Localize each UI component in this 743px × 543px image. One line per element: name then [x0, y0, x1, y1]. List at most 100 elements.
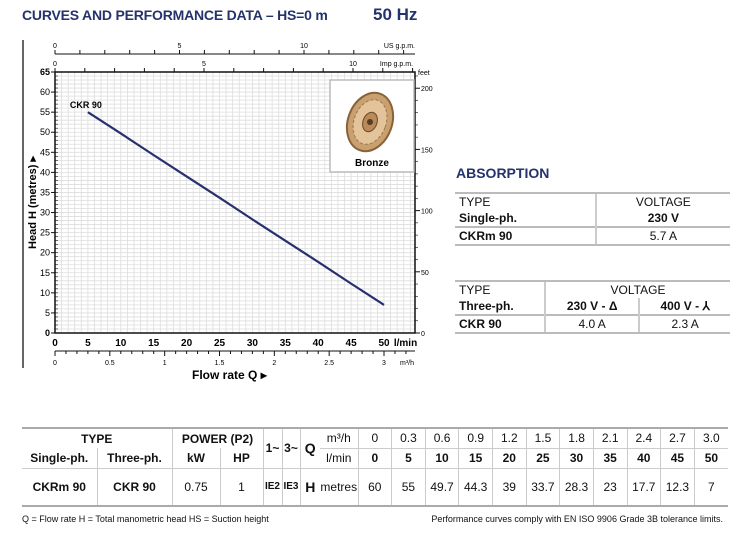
head-value: 60: [357, 467, 392, 507]
m3h-unit: m³/h: [320, 427, 358, 449]
lmin-value: 0: [357, 448, 392, 468]
m3h-value: 1.5: [525, 427, 560, 449]
voltage-delta: 230 V - Δ: [543, 298, 640, 315]
kw-value: 0.75: [171, 467, 220, 507]
m3h-value: 1.8: [559, 427, 594, 449]
x-tick-label: 5: [85, 338, 91, 349]
y-tick-label: 0: [45, 328, 50, 338]
feet-unit-label: feet: [418, 70, 430, 77]
y-tick-label: 25: [40, 228, 50, 238]
model-name: CKR 90: [455, 314, 545, 334]
m3h-value: 0: [357, 427, 392, 449]
y-tick-label: 45: [40, 147, 50, 157]
feet-tick-label: 200: [421, 86, 433, 93]
bronze-impeller-inset: Bronze: [329, 79, 415, 173]
m3h-value: 2.4: [626, 427, 661, 449]
lmin-value: 40: [626, 448, 661, 468]
voltage-label: VOLTAGE: [594, 192, 730, 210]
y-tick-label: 30: [40, 208, 50, 218]
head-value: 7: [693, 467, 728, 507]
x-axis-title: Flow rate Q ▸: [192, 368, 268, 382]
head-value: 33.7: [525, 467, 560, 507]
x-tick-label: 25: [214, 338, 226, 349]
y-tick-label: 15: [40, 268, 50, 278]
inset-label: Bronze: [355, 158, 389, 169]
series-label: CKR 90: [70, 100, 102, 110]
series-line-ckr-90: [87, 111, 385, 306]
m3h-unit-label: m³/h: [400, 360, 414, 367]
head-value: 28.3: [559, 467, 594, 507]
current-star: 2.3 A: [638, 314, 730, 334]
lmin-value: 5: [391, 448, 426, 468]
y-tick-label: 60: [40, 87, 50, 97]
absorption-title: ABSORPTION: [456, 165, 550, 181]
head-value: 12.3: [660, 467, 695, 507]
type-label: TYPE: [455, 192, 596, 210]
absorption-single-table: TYPE VOLTAGE Single-ph. 230 V CKRm 90 5.7 A: [455, 192, 730, 246]
y-tick-label: 10: [40, 288, 50, 298]
head-value: 39: [492, 467, 527, 507]
x-tick-label: 15: [148, 338, 160, 349]
footnote-compliance: Performance curves comply with EN ISO 99…: [431, 514, 723, 524]
plot-frame: [54, 71, 416, 334]
m3h-tick-label: 1.5: [215, 360, 225, 367]
lmin-value: 45: [660, 448, 695, 468]
x-tick-label: 45: [346, 338, 358, 349]
feet-tick-label: 150: [421, 147, 433, 154]
feet-tick-label: 50: [421, 270, 429, 277]
m3h-tick-label: 1: [163, 360, 167, 367]
x-tick-label: 10: [115, 338, 127, 349]
absorption-three-table: TYPE VOLTAGE Three-ph. 230 V - Δ 400 V - ⅄ …: [455, 280, 730, 334]
y-tick-label: 50: [40, 127, 50, 137]
us-gpm-tick-label: 10: [300, 43, 308, 50]
phase-label: Three-ph.: [459, 299, 514, 313]
imp-gpm-unit: Imp g.p.m.: [380, 61, 413, 68]
head-value: 55: [391, 467, 426, 507]
current-delta: 4.0 A: [543, 314, 640, 334]
m3h-value: 1.2: [492, 427, 527, 449]
feet-tick-label: 100: [421, 209, 433, 216]
head-value: 44.3: [458, 467, 493, 507]
q-header: Q: [299, 427, 320, 468]
lmin-value: 30: [559, 448, 594, 468]
type-label: TYPE: [455, 280, 545, 298]
lmin-value: 50: [693, 448, 728, 468]
m3h-tick-label: 2: [272, 360, 276, 367]
lmin-value: 15: [458, 448, 493, 468]
x-tick-label: 30: [247, 338, 259, 349]
y-axis-title: Head H (metres) ▸: [27, 156, 39, 249]
imp-gpm-tick-label: 0: [53, 61, 57, 68]
x-tick-label: 0: [52, 338, 58, 349]
x-tick-label: 50: [378, 338, 390, 349]
us-gpm-tick-label: 0: [53, 43, 57, 50]
head-value: 23: [592, 467, 627, 507]
head-value: 17.7: [626, 467, 661, 507]
lmin-value: 20: [492, 448, 527, 468]
us-gpm-tick-label: 5: [178, 43, 182, 50]
imp-gpm-tick-label: 10: [349, 61, 357, 68]
m3h-value: 2.7: [660, 427, 695, 449]
performance-table: TYPE POWER (P2) 1~ 3~ Q m³/h 0 0.3 0.6 0.9 1…: [22, 427, 728, 507]
metres-unit: metres: [320, 467, 358, 507]
m3h-value: 0.9: [458, 427, 493, 449]
y-tick-label: 20: [40, 248, 50, 258]
voltage-label: VOLTAGE: [544, 280, 730, 298]
chart-series: CKR 90: [70, 100, 385, 306]
m3h-tick-label: 0.5: [105, 360, 115, 367]
y-tick-label: 5: [45, 308, 50, 318]
single-ph-header: Single-ph.: [30, 450, 89, 465]
current-value: 5.7 A: [594, 226, 730, 246]
three-model: CKR 90: [96, 467, 172, 507]
imp-gpm-tick-label: 5: [202, 61, 206, 68]
y-tick-label: 35: [40, 187, 50, 197]
y-tick-label: 40: [40, 167, 50, 177]
hp-value: 1: [219, 467, 263, 507]
kw-header: kW: [171, 448, 220, 468]
lmin-value: 35: [592, 448, 627, 468]
lmin-unit: l/min: [326, 451, 352, 465]
ie2-class: IE2: [262, 467, 282, 507]
x-tick-label: 20: [181, 338, 193, 349]
m3h-value: 2.1: [592, 427, 627, 449]
